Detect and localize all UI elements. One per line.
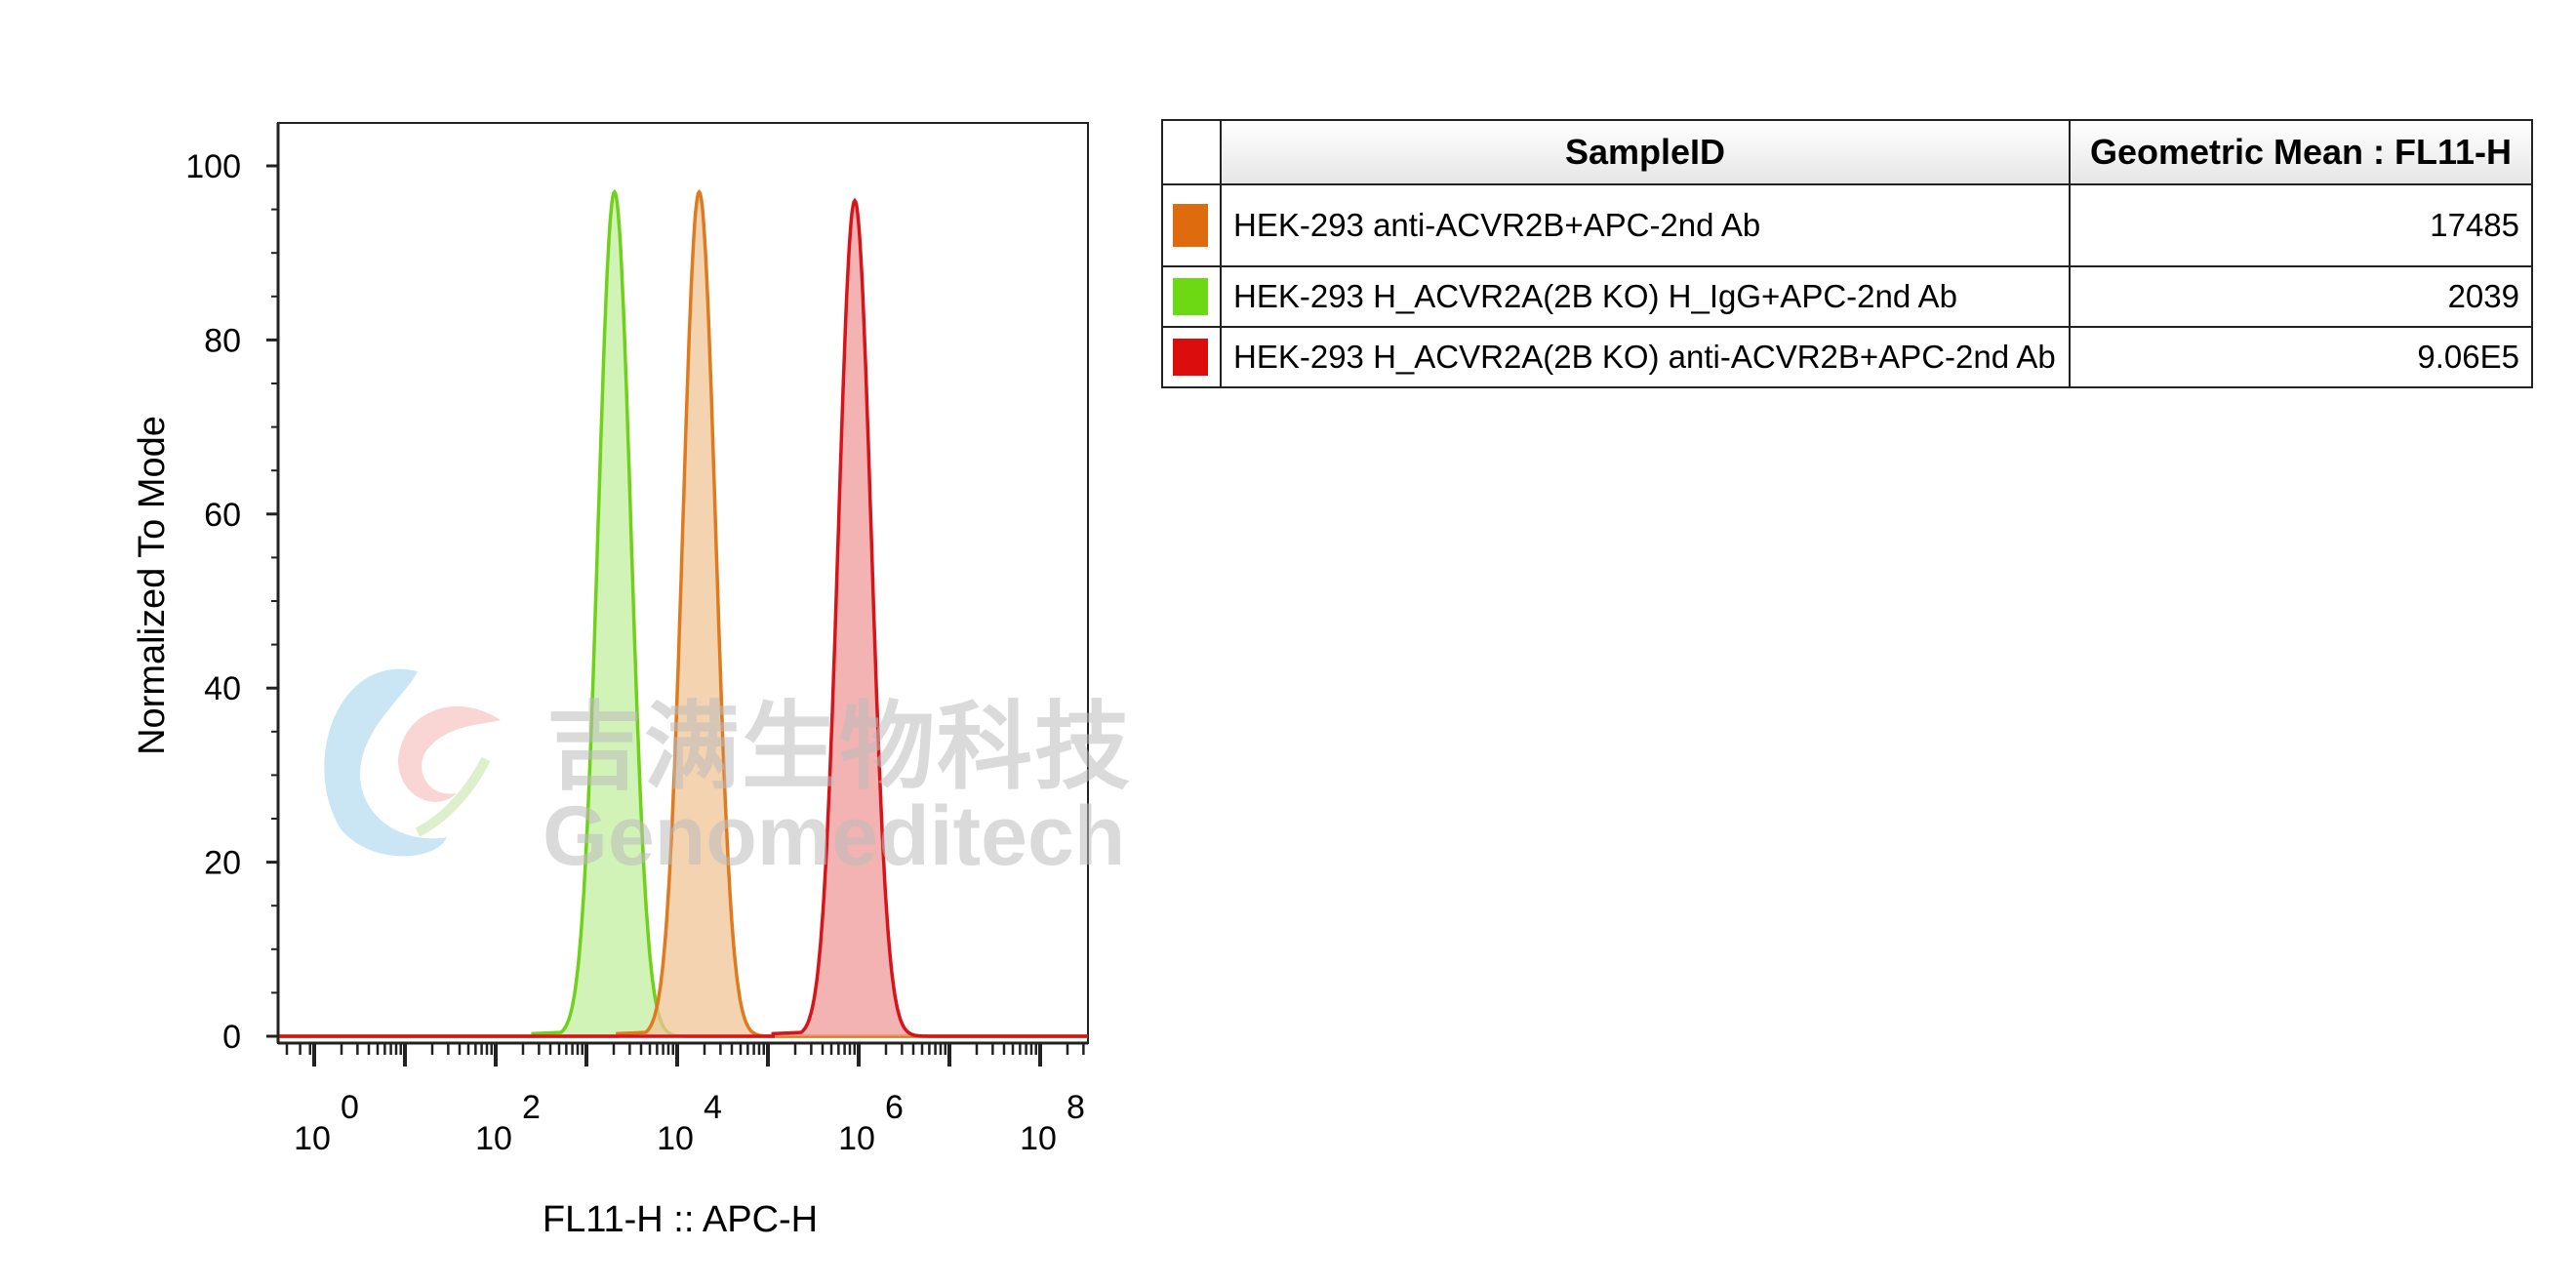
series-area — [533, 191, 697, 1037]
series-layer — [278, 188, 1088, 1038]
x-axis-label: FL11-H :: APC-H — [543, 1199, 818, 1240]
color-swatch — [1173, 278, 1208, 315]
row-sample-id: HEK-293 H_ACVR2A(2B KO) H_IgG+APC-2nd Ab — [1220, 265, 2071, 328]
header-sample-id: SampleID — [1220, 119, 2071, 185]
color-swatch — [1173, 339, 1208, 376]
x-tick-label-exp: 4 — [704, 1089, 722, 1126]
x-tick-label-exp: 6 — [885, 1089, 904, 1126]
x-tick-label-base: 10 — [1020, 1120, 1057, 1157]
y-tick-label: 20 — [204, 845, 241, 882]
table-header-row: SampleID Geometric Mean : FL11-H — [1161, 119, 2533, 185]
header-swatch-col — [1161, 119, 1222, 185]
row-swatch-cell — [1161, 183, 1222, 267]
table-row: HEK-293 anti-ACVR2B+APC-2nd Ab 17485 — [1161, 183, 2533, 267]
sample-table: SampleID Geometric Mean : FL11-H HEK-293… — [1161, 119, 2533, 388]
table-row: HEK-293 H_ACVR2A(2B KO) anti-ACVR2B+APC-… — [1161, 326, 2533, 388]
header-geometric-mean: Geometric Mean : FL11-H — [2069, 119, 2533, 185]
series-line — [278, 197, 1088, 1038]
x-tick-label-exp: 2 — [522, 1089, 541, 1126]
watermark-text-cn: 吉满生物科技 — [546, 693, 1133, 800]
series-line — [278, 188, 1088, 1038]
y-tick-label: 60 — [204, 497, 241, 534]
x-tick-label-exp: 0 — [341, 1089, 359, 1126]
row-swatch-cell — [1161, 326, 1222, 388]
row-sample-id: HEK-293 anti-ACVR2B+APC-2nd Ab — [1220, 183, 2071, 267]
x-tick-label-base: 10 — [657, 1120, 694, 1157]
x-tick-label-base: 10 — [294, 1120, 331, 1157]
y-tick-label: 100 — [185, 148, 241, 185]
x-tick-label-base: 10 — [838, 1120, 875, 1157]
row-swatch-cell — [1161, 265, 1222, 328]
x-tick-label-exp: 8 — [1067, 1089, 1085, 1126]
color-swatch — [1173, 204, 1208, 247]
row-geometric-mean: 17485 — [2069, 183, 2533, 267]
series-area — [617, 191, 782, 1037]
row-geometric-mean: 2039 — [2069, 265, 2533, 328]
row-geometric-mean: 9.06E5 — [2069, 326, 2533, 388]
y-tick-label: 40 — [204, 670, 241, 707]
y-axis-label: Normalized To Mode — [132, 416, 173, 755]
watermark-text-en: Genomeditech — [543, 789, 1126, 883]
table-row: HEK-293 H_ACVR2A(2B KO) H_IgG+APC-2nd Ab… — [1161, 265, 2533, 328]
watermark-logo — [324, 668, 501, 857]
x-tick-label-base: 10 — [475, 1120, 512, 1157]
series-area — [773, 200, 937, 1036]
row-sample-id: HEK-293 H_ACVR2A(2B KO) anti-ACVR2B+APC-… — [1220, 326, 2071, 388]
y-tick-label: 80 — [204, 322, 241, 359]
y-tick-label: 0 — [222, 1019, 241, 1056]
